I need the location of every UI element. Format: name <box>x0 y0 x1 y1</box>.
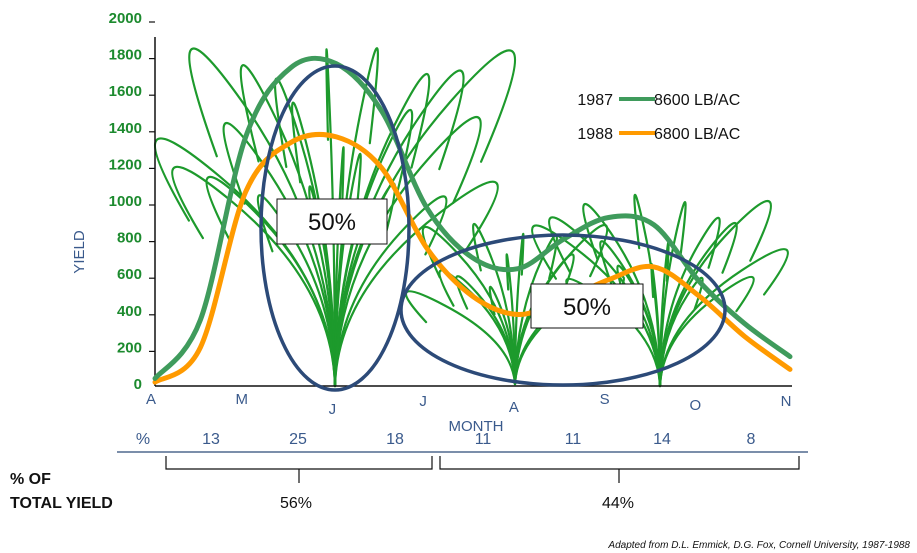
legend-year: 1988 <box>577 126 613 143</box>
percent-value: 8 <box>747 431 756 448</box>
series-lines <box>152 55 793 385</box>
total-yield-bracket <box>165 456 800 483</box>
x-ticks: A MJ J A S O N <box>146 391 791 418</box>
legend: 1987 8600 LB/AC 1988 6800 LB/AC <box>577 92 740 143</box>
percent-value: 14 <box>653 431 671 448</box>
y-tick-label: 800 <box>117 230 142 247</box>
y-tick-label: 1200 <box>109 156 142 173</box>
percent-value: 25 <box>289 431 307 448</box>
total-yield-label-line2: TOTAL YIELD <box>10 495 113 512</box>
late-season-callout-text: 50% <box>563 294 611 321</box>
x-tick-label: J <box>419 393 427 410</box>
series-line-1987 <box>152 55 793 381</box>
percent-value: 13 <box>202 431 220 448</box>
series-line-1988 <box>152 131 793 385</box>
y-ticks: 0 200 400 600 800 1000 1200 1400 1600 1800 2000 <box>109 10 155 393</box>
early-share: 56% <box>280 495 312 512</box>
percent-value: 11 <box>565 431 582 448</box>
y-tick-label: 1000 <box>109 193 142 210</box>
source-citation: Adapted from D.L. Emmick, D.G. Fox, Corn… <box>607 540 910 551</box>
y-tick-label: 1600 <box>109 83 142 100</box>
legend-year: 1987 <box>577 92 613 109</box>
percent-row-label: % <box>136 431 150 448</box>
early-season-ellipse <box>259 64 411 392</box>
x-tick-label: J <box>329 401 337 418</box>
late-share: 44% <box>602 495 634 512</box>
x-tick-label: O <box>689 397 701 414</box>
bracket-early <box>165 456 433 470</box>
y-tick-label: 1800 <box>109 47 142 64</box>
x-tick-label: A <box>146 391 156 408</box>
x-tick-label: N <box>781 393 792 410</box>
y-axis-title: YIELD <box>71 230 88 274</box>
late-season-callout: 50% <box>530 283 644 329</box>
y-tick-label: 1400 <box>109 120 142 137</box>
grass-tuft <box>153 47 517 388</box>
x-tick-label: A <box>509 399 519 416</box>
x-axis-title: MONTH <box>449 418 504 435</box>
bracket-late <box>439 456 800 470</box>
x-tick-label: M <box>235 391 248 408</box>
percent-value: 11 <box>475 431 492 448</box>
legend-entry-1988: 1988 6800 LB/AC <box>577 126 740 143</box>
late-season-ellipse <box>399 233 727 387</box>
percent-value: 18 <box>386 431 404 448</box>
y-tick-label: 0 <box>134 376 142 393</box>
axes <box>154 37 792 387</box>
early-season-callout-box <box>276 198 388 245</box>
late-season-callout-box <box>530 283 644 329</box>
legend-value: 8600 LB/AC <box>654 92 740 109</box>
percent-row-values: 13 25 18 11 11 14 8 <box>202 431 755 448</box>
early-season-callout-text: 50% <box>308 209 356 236</box>
x-tick-label: S <box>600 391 610 408</box>
y-tick-label: 200 <box>117 339 142 356</box>
y-tick-label: 600 <box>117 266 142 283</box>
total-yield-label-line1: % OF <box>10 471 51 488</box>
legend-value: 6800 LB/AC <box>654 126 740 143</box>
y-tick-label: 400 <box>117 303 142 320</box>
legend-entry-1987: 1987 8600 LB/AC <box>577 92 740 109</box>
y-tick-label: 2000 <box>109 10 142 27</box>
early-season-callout: 50% <box>276 198 388 245</box>
